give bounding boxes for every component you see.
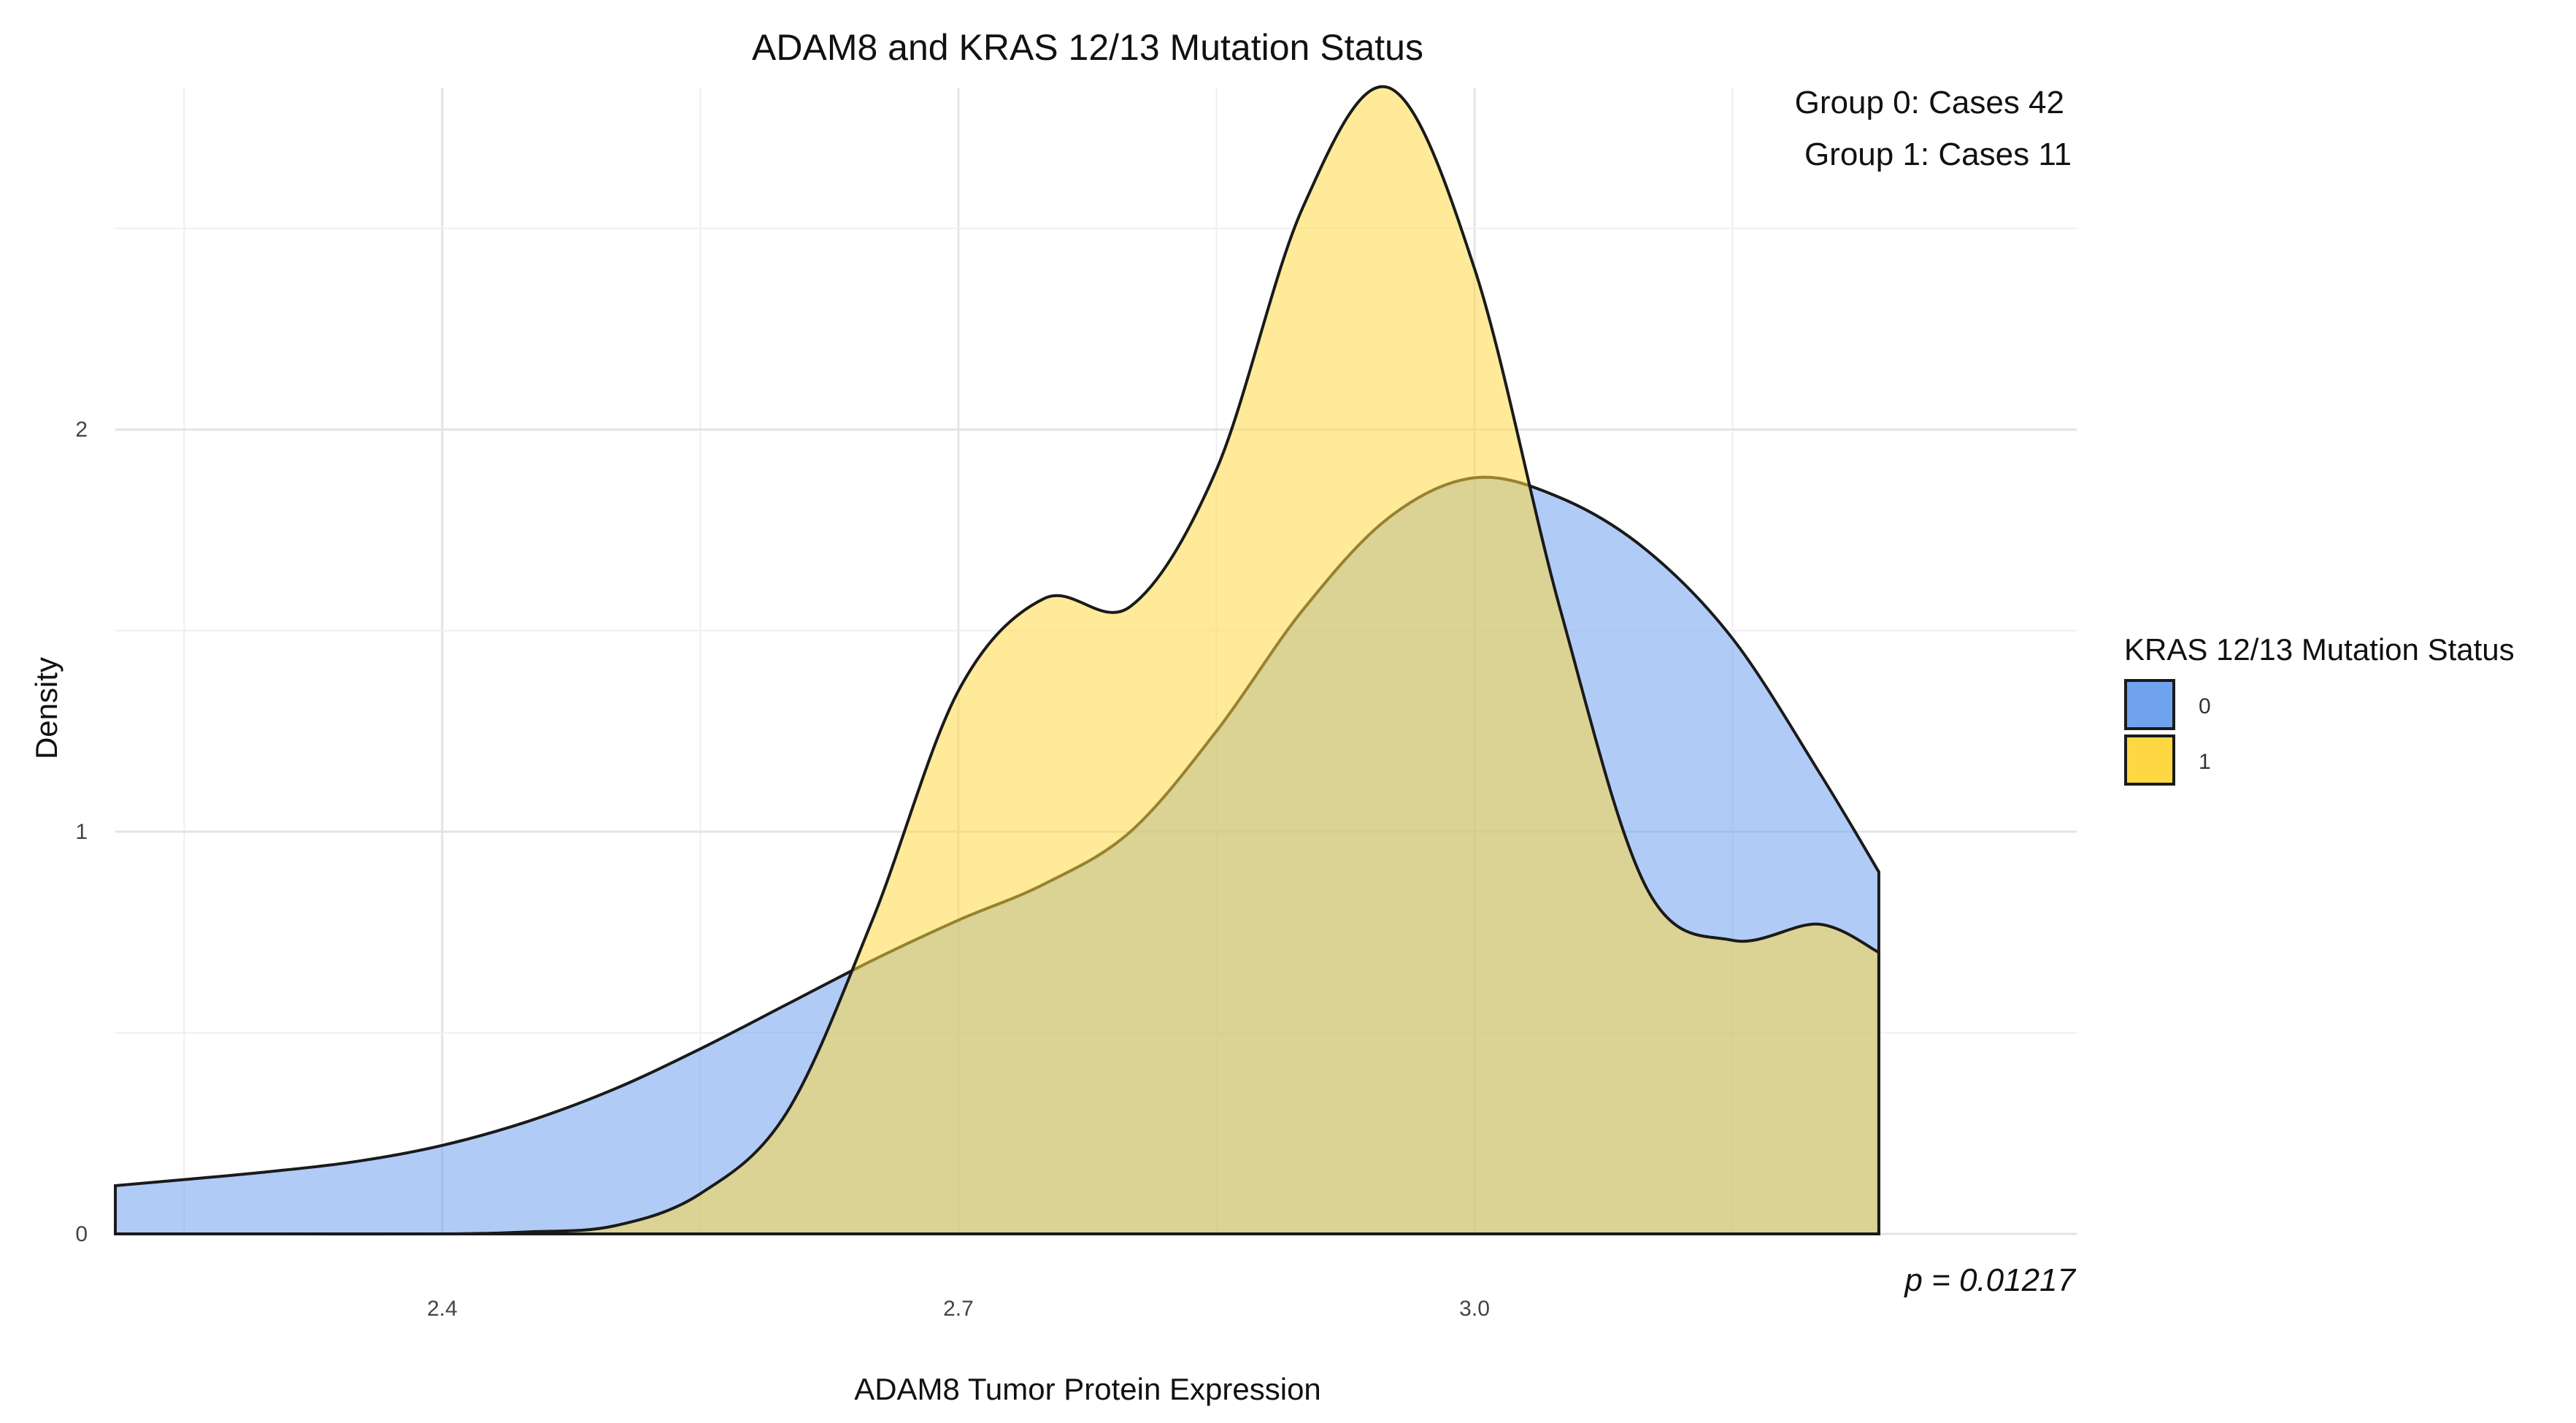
density-area-group-1 [115,85,1880,1236]
x-tick-label: 2.7 [943,1297,974,1321]
legend-swatch-1 [2124,734,2175,786]
legend-label-1: 1 [2199,750,2211,774]
group-0-annotation: Group 0: Cases 42 [1795,85,2064,120]
chart-title: ADAM8 and KRAS 12/13 Mutation Status [752,27,1423,68]
x-tick-label: 2.4 [427,1297,458,1321]
x-axis-label: ADAM8 Tumor Protein Expression [854,1372,1321,1406]
density-series [114,85,1880,1236]
y-tick-label: 1 [75,820,88,844]
legend-swatch-0 [2124,679,2175,730]
y-tick-label: 0 [75,1222,88,1246]
p-value-annotation: p = 0.01217 [1903,1262,2076,1298]
x-tick-label: 3.0 [1459,1297,1490,1321]
axis-ticks: 2.4 2.7 3.0 0 1 2 [75,418,1490,1321]
legend-label-0: 0 [2199,694,2211,718]
legend-title: KRAS 12/13 Mutation Status [2124,632,2515,667]
y-axis-label: Density [29,657,64,759]
legend: KRAS 12/13 Mutation Status 0 1 [2124,632,2515,786]
group-1-annotation: Group 1: Cases 11 [1804,137,2072,172]
y-tick-label: 2 [75,418,88,442]
